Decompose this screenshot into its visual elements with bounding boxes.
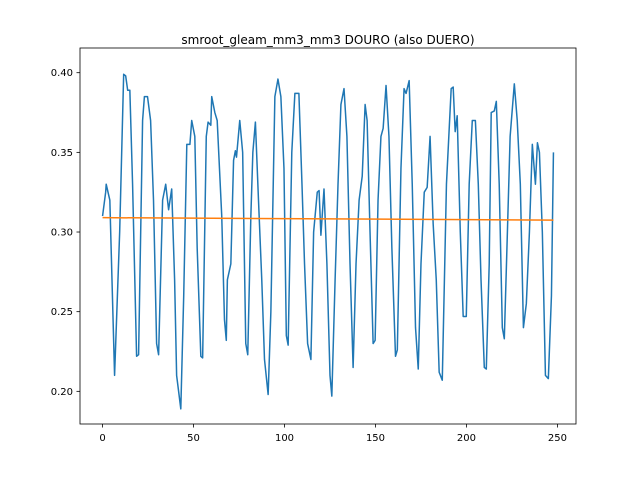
data-line — [101, 73, 555, 410]
plot-frame — [79, 47, 577, 425]
x-tick-label: 50 — [187, 433, 200, 444]
x-tick-label: 200 — [457, 433, 476, 444]
chart-title: smroot_gleam_mm3_mm3 DOURO (also DUERO) — [181, 33, 474, 47]
x-tick-label: 0 — [99, 433, 105, 444]
y-tick-label: 0.30 — [51, 228, 73, 239]
y-tick-label: 0.35 — [51, 148, 73, 159]
y-tick-label: 0.25 — [51, 307, 73, 318]
x-tick-label: 250 — [548, 433, 567, 444]
y-tick-label: 0.40 — [51, 68, 73, 79]
x-tick-label: 100 — [275, 433, 294, 444]
data-line — [102, 216, 554, 221]
x-tick-label: 150 — [366, 433, 385, 444]
y-tick-label: 0.20 — [51, 387, 73, 398]
